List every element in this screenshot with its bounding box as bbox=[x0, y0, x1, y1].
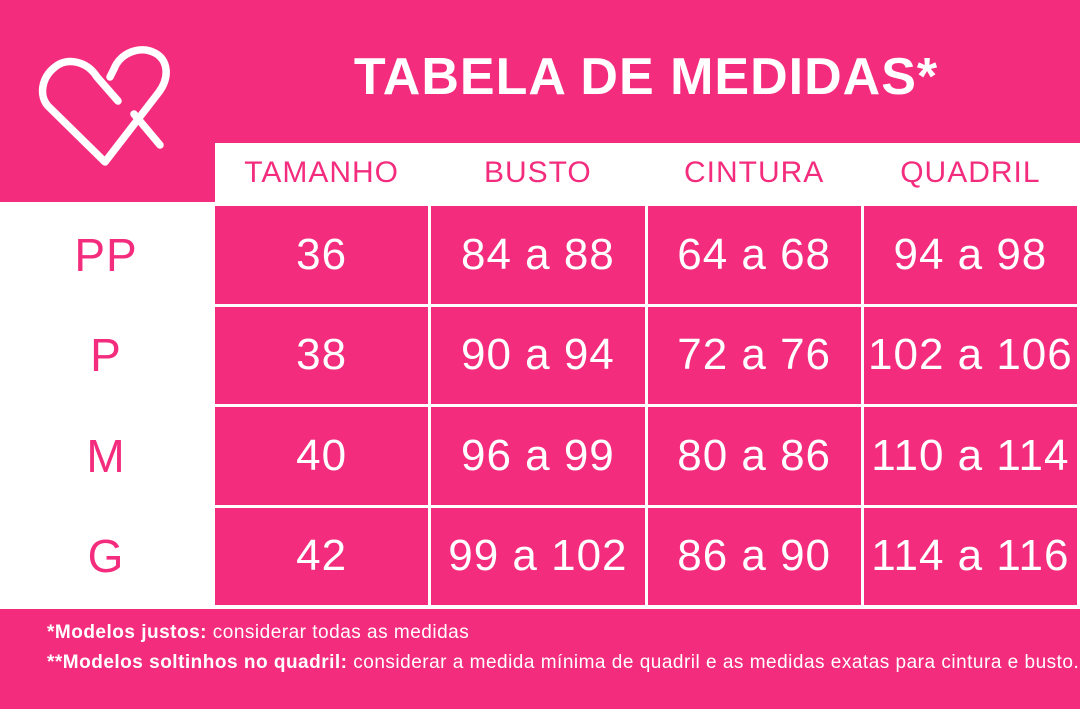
size-label-g: G bbox=[0, 507, 212, 605]
table-cell: 72 a 76 bbox=[647, 306, 861, 404]
size-label-p: P bbox=[0, 306, 212, 404]
table-cell: 80 a 86 bbox=[647, 407, 861, 505]
column-header-cintura: CINTURA bbox=[683, 155, 825, 189]
footnotes: *Modelos justos: considerar todas as med… bbox=[47, 618, 1079, 678]
size-label-pp: PP bbox=[0, 206, 212, 304]
footnote-label: **Modelos soltinhos no quadril: bbox=[47, 652, 348, 673]
size-table: PP 36 84 a 88 64 a 68 94 a 98 P 38 90 a … bbox=[0, 202, 1080, 609]
table-cell: 102 a 106 bbox=[863, 306, 1077, 404]
column-header-quadril: QUADRIL bbox=[900, 155, 1041, 189]
footnote-loose-fit: **Modelos soltinhos no quadril: consider… bbox=[47, 648, 1079, 678]
table-cell: 96 a 99 bbox=[431, 407, 645, 505]
table-cell: 38 bbox=[215, 306, 429, 404]
size-label-m: M bbox=[0, 407, 212, 505]
table-cell: 84 a 88 bbox=[431, 206, 645, 304]
column-header-busto: BUSTO bbox=[483, 155, 592, 189]
table-cell: 94 a 98 bbox=[863, 206, 1077, 304]
table-cell: 36 bbox=[215, 206, 429, 304]
table-cell: 86 a 90 bbox=[647, 507, 861, 605]
table-cell: 99 a 102 bbox=[431, 507, 645, 605]
footnote-label: *Modelos justos: bbox=[47, 622, 208, 643]
table-cell: 64 a 68 bbox=[647, 206, 861, 304]
table-cell: 40 bbox=[215, 407, 429, 505]
column-header-tamanho: TAMANHO bbox=[244, 155, 400, 189]
footnote-tight-fit: *Modelos justos: considerar todas as med… bbox=[47, 618, 1079, 648]
footnote-text: considerar todas as medidas bbox=[207, 622, 470, 643]
page-title: TABELA DE MEDIDAS* bbox=[353, 48, 939, 106]
heart-logo-icon bbox=[38, 46, 170, 166]
footnote-text: considerar a medida mínima de quadril e … bbox=[347, 652, 1080, 673]
table-cell: 90 a 94 bbox=[431, 306, 645, 404]
table-cell: 110 a 114 bbox=[863, 407, 1077, 505]
table-header-row: TAMANHO BUSTO CINTURA QUADRIL bbox=[215, 143, 1080, 202]
table-cell: 114 a 116 bbox=[863, 507, 1077, 605]
table-cell: 42 bbox=[215, 507, 429, 605]
